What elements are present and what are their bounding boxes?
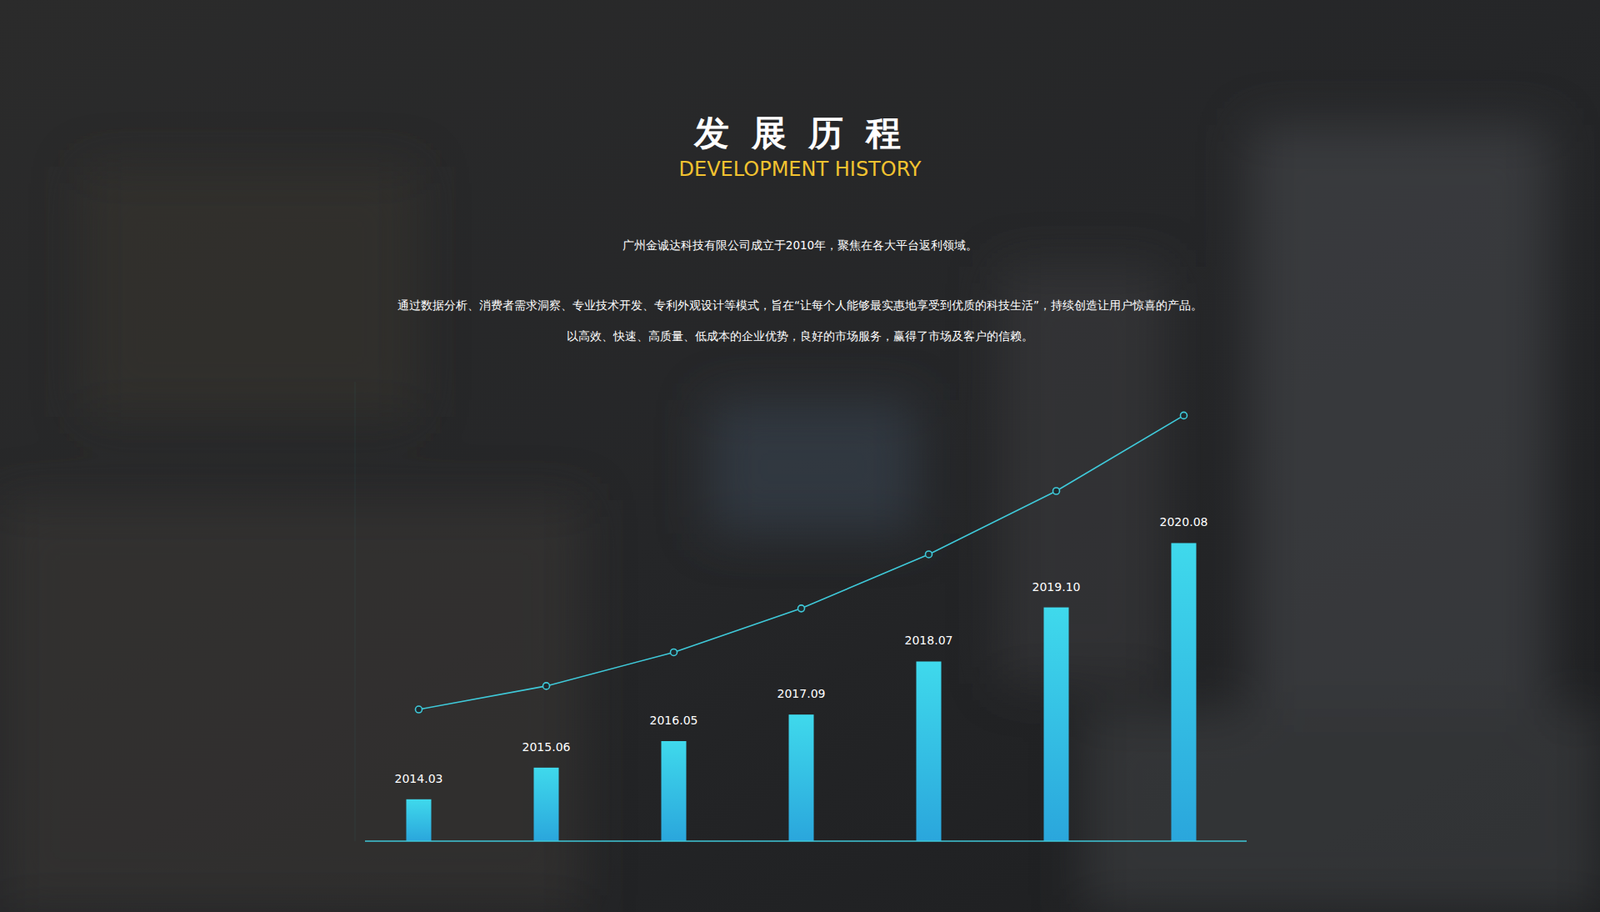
chart: 发 展 历 程 DEVELOPMENT HISTORY 广州金诚达科技有限公司成立于… [0, 0, 1600, 912]
category-label: 2015.06 [522, 740, 571, 754]
bar [534, 767, 560, 841]
line-marker [925, 550, 933, 558]
line-marker [1053, 487, 1060, 495]
bar [406, 799, 432, 841]
subtitle: DEVELOPMENT HISTORY [679, 157, 922, 181]
title: 发 展 历 程 [693, 112, 906, 154]
category-label: 2017.09 [777, 686, 826, 700]
bar [1044, 607, 1070, 841]
category-label: 2019.10 [1032, 580, 1081, 594]
line-marker [415, 705, 423, 713]
y-axis-line [355, 381, 356, 841]
x-axis-line [365, 840, 1247, 842]
line [419, 415, 1185, 710]
annotation: 广州金诚达科技有限公司成立于2010年，聚焦在各大平台返利领域。 [622, 238, 978, 252]
category-label: 2018.07 [905, 633, 954, 647]
category-label: 2016.05 [650, 713, 699, 727]
background-decoration [0, 125, 1600, 912]
bar [661, 740, 687, 841]
labels: 2014.03 2015.06 2016.05 2017.09 2018.07 2019.… [395, 515, 1209, 785]
bar [916, 660, 942, 841]
bar [789, 714, 815, 841]
annotation: 以高效、快速、高质量、低成本的企业优势，良好的市场服务，赢得了市场及客户的信赖。 [566, 329, 1034, 343]
category-label: 2014.03 [395, 771, 444, 785]
plot-area [406, 411, 1197, 841]
annotation: 通过数据分析、消费者需求洞察、专业技术开发、专利外观设计等模式，旨在“让每个人能… [397, 298, 1203, 312]
line-marker [1180, 411, 1188, 419]
line-marker [670, 648, 678, 655]
category-label: 2020.08 [1160, 515, 1209, 529]
bar [1171, 542, 1197, 841]
background [0, 0, 1600, 912]
line-marker [798, 605, 805, 612]
line-marker [543, 682, 550, 690]
